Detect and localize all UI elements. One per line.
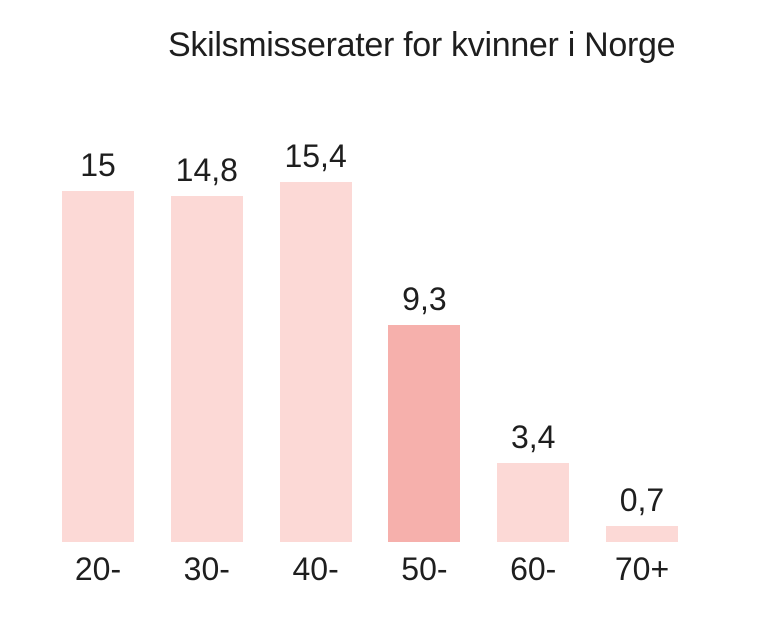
chart-title: Skilsmisserater for kvinner i Norge [168, 26, 676, 64]
bar-column-70+: 0,7 [605, 481, 678, 542]
category-label: 50- [401, 551, 448, 587]
bar-value-label: 9,3 [402, 281, 447, 317]
bar-value-label: 0,7 [619, 482, 665, 518]
bar-value-label: 3,4 [510, 419, 556, 455]
bar [605, 526, 678, 542]
bar-column-30-: 14,8 [170, 151, 243, 542]
bar-value-label: 14,8 [175, 152, 238, 188]
category-label: 70+ [614, 551, 670, 587]
bar [497, 463, 570, 542]
bar [62, 191, 134, 542]
bar-value-label: 15,4 [284, 138, 347, 174]
bar-column-40-: 15,4 [279, 137, 352, 542]
bar [388, 325, 461, 542]
bar-column-20-: 15 [62, 146, 134, 542]
bar [279, 182, 352, 542]
bar-column-60-: 3,4 [497, 418, 570, 542]
bar-column-50-: 9,3 [388, 280, 461, 542]
category-label: 40- [292, 551, 339, 587]
bar [170, 196, 243, 542]
category-label: 30- [183, 551, 230, 587]
category-label: 20- [74, 551, 122, 587]
category-label: 60- [510, 551, 557, 587]
bars-area: 15 14,8 15,4 9,3 3,4 0,7 [62, 132, 678, 542]
bar-value-label: 15 [80, 147, 116, 183]
x-axis-labels: 20- 30- 40- 50- 60- 70+ [62, 551, 678, 588]
